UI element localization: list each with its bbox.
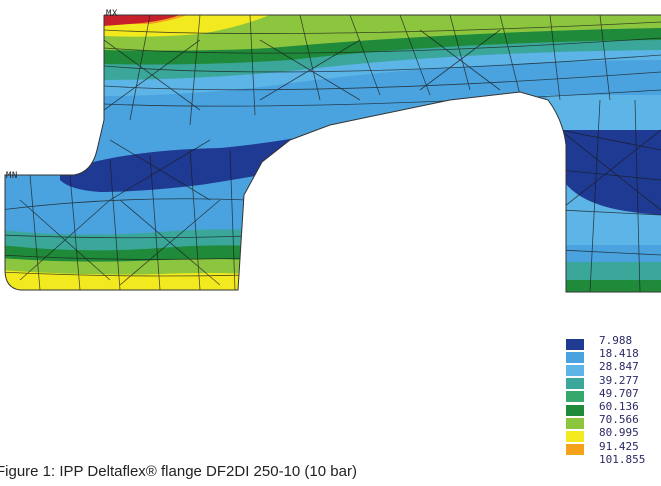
legend-row: 80.995 [566, 426, 661, 442]
legend-value: 101.855 [599, 452, 646, 466]
legend-value: 28.847 [599, 360, 639, 374]
legend-value: 80.995 [599, 426, 639, 440]
legend-swatch [566, 444, 584, 456]
legend-value: 91.425 [599, 439, 639, 453]
legend-row: 70.566 [566, 413, 661, 429]
flange-right-body [545, 95, 661, 292]
legend-swatch [566, 378, 584, 390]
legend-swatch [566, 391, 584, 403]
legend-swatch [566, 404, 584, 416]
legend-swatch [566, 351, 584, 363]
flange-main-body [5, 15, 661, 290]
legend-swatch [566, 364, 584, 376]
legend-row: 91.425 [566, 439, 661, 456]
legend-value: 39.277 [599, 373, 639, 387]
max-node-label: MX [106, 9, 118, 19]
min-node-label: MN [6, 171, 18, 181]
legend-row: 60.136 [566, 400, 661, 416]
legend-row: 7.988 [566, 334, 661, 350]
legend-swatch [566, 430, 584, 442]
legend-row: 49.707 [566, 386, 661, 403]
legend-value: 60.136 [599, 400, 639, 414]
legend-row: 101.855 [566, 453, 661, 466]
fea-contour-plot [4, 14, 661, 293]
legend-row: 39.277 [566, 373, 661, 390]
contour-legend: 7.988 18.418 28.847 39.277 49.707 60.136 70.56… [566, 334, 661, 466]
legend-swatch [566, 338, 584, 350]
legend-value: 70.566 [599, 413, 639, 427]
legend-swatch [566, 417, 584, 429]
figure-caption: Figure 1: IPP Deltaflex® flange DF2DI 25… [0, 463, 357, 480]
legend-value: 49.707 [599, 386, 639, 400]
legend-row: 28.847 [566, 360, 661, 376]
legend-value: 7.988 [599, 334, 633, 348]
legend-value: 18.418 [599, 347, 639, 361]
legend-row: 18.418 [566, 347, 661, 363]
flange-outline [4, 14, 661, 293]
fea-mesh [5, 15, 661, 292]
